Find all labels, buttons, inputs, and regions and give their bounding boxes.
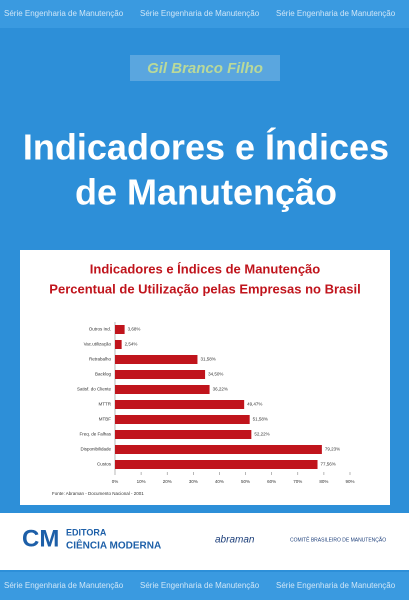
value-label: 49,47% [247,402,262,407]
author-box [130,55,280,81]
bar [115,445,322,454]
x-tick-label: 10% [137,479,146,484]
chart-title: Indicadores e Índices de Manutenção [90,261,321,276]
y-tick-label: Vac.utilização [84,342,112,347]
value-label: 31,58% [200,357,215,362]
title-line: de Manutenção [75,172,337,213]
strip-text: Série Engenharia de Manutenção [4,581,124,590]
y-tick-label: Custos [97,462,112,467]
x-tick-label: 50% [241,479,250,484]
value-label: 51,58% [253,417,268,422]
bar [115,370,206,379]
y-tick-label: Freq. de Falhas [79,432,111,437]
y-tick-label: Retrabalho [89,357,112,362]
publisher-logo: CM [22,525,59,552]
bar [115,430,252,439]
strip-text: Série Engenharia de Manutenção [140,9,260,18]
top-strip [0,0,409,28]
strip-text: Série Engenharia de Manutenção [4,9,124,18]
chart-title: Percentual de Utilização pelas Empresas … [49,281,360,296]
y-tick-label: MTTR [99,402,112,407]
bar [115,325,125,334]
bar [115,340,122,349]
x-tick-label: 80% [319,479,328,484]
y-tick-label: Backlog [95,372,112,377]
strip-text: Série Engenharia de Manutenção [140,581,260,590]
partner: abraman [215,535,255,546]
bar [115,355,198,364]
bar [115,415,250,424]
value-label: 2,54% [125,342,138,347]
x-tick-label: 70% [293,479,302,484]
partner: COMITÊ BRASILEIRO DE MANUTENÇÃO [290,535,386,543]
publisher-name: EDITORA [66,527,107,537]
value-label: 3,68% [128,327,141,332]
y-tick-label: MTBF [99,417,111,422]
y-tick-label: Satisf. do Cliente [77,387,112,392]
y-tick-label: Disponibilidade [80,447,111,452]
value-label: 34,50% [208,372,223,377]
x-tick-label: 30% [189,479,198,484]
author: Gil Branco Filho [147,60,263,77]
value-label: 77,56% [321,462,336,467]
x-tick-label: 90% [345,479,354,484]
value-label: 52,22% [254,432,269,437]
publisher-name: CIÊNCIA MODERNA [66,539,161,552]
source: Fonte: Abraman - Documento Nacional - 20… [52,491,144,496]
strip-text: Série Engenharia de Manutenção [276,9,396,18]
bar [115,385,210,394]
y-tick-label: Outros Ind. [89,327,111,332]
value-label: 79,23% [325,447,340,452]
bottom-strip [0,572,409,600]
x-tick-label: 20% [163,479,172,484]
x-tick-label: 40% [215,479,224,484]
x-tick-label: 60% [267,479,276,484]
publisher-band [0,513,409,570]
bar [115,400,245,409]
bar [115,460,318,469]
strip-text: Série Engenharia de Manutenção [276,581,396,590]
value-label: 36,22% [213,387,228,392]
x-tick-label: 0% [112,479,119,484]
title-line: Indicadores e Índices [23,127,389,168]
